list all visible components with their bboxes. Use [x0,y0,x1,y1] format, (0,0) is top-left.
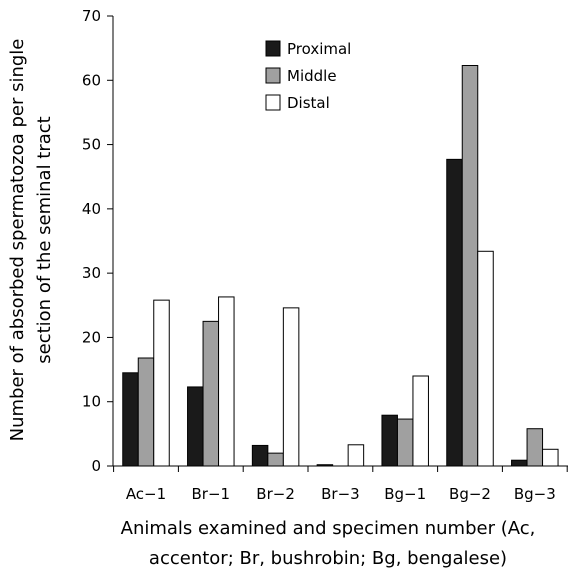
x-tick-label-1: Br−1 [192,485,231,503]
bar-middle-4 [396,418,414,467]
bars-layer [122,65,559,467]
legend-swatch-proximal [265,40,281,57]
bar-proximal-6 [511,459,528,467]
y-tick-label-4: 40 [82,200,101,218]
x-tick-label-4: Bg−1 [384,485,426,503]
bar-distal-1 [218,296,235,467]
x-axis-title-line2: accentor; Br, bushrobin; Bg, bengalese) [149,548,507,569]
y-tick-label-7: 70 [82,7,101,25]
bar-proximal-1 [187,386,204,467]
y-tick-label-3: 30 [82,264,101,282]
bar-proximal-0 [122,372,139,467]
legend: Proximal Middle Distal [265,40,351,112]
bar-distal-0 [153,299,170,467]
bar-distal-2 [282,307,300,467]
x-tick-label-0: Ac−1 [126,485,166,503]
legend-label-distal: Distal [287,94,330,112]
y-tick-label-2: 20 [82,328,101,346]
x-axis-title-line1: Animals examined and specimen number (Ac… [121,518,536,539]
x-tick-label-3: Br−3 [321,485,360,503]
bar-distal-5 [477,250,494,467]
bar-middle-2 [267,452,284,467]
bar-middle-0 [137,357,155,467]
x-tick-label-2: Br−2 [256,485,295,503]
x-tick-label-6: Bg−3 [514,485,556,503]
bar-distal-6 [542,448,559,467]
bar-middle-6 [526,428,544,467]
y-tick-label-5: 50 [82,136,101,154]
bar-distal-4 [412,375,429,467]
bar-proximal-4 [381,414,398,467]
legend-swatch-distal [265,94,281,111]
bar-middle-1 [202,320,220,467]
legend-swatch-middle [265,67,281,84]
y-tick-label-6: 60 [82,71,101,89]
legend-label-proximal: Proximal [287,40,351,58]
x-tick-label-5: Bg−2 [449,485,491,503]
y-tick-label-1: 10 [82,393,101,411]
y-axis-title-line1: Number of absorbed spermatozoa per singl… [7,39,28,442]
bar-proximal-2 [251,444,269,467]
y-tick-label-0: 0 [91,457,101,475]
y-axis-title-line2: section of the seminal tract [34,116,55,363]
legend-label-middle: Middle [287,67,337,85]
bar-middle-5 [461,65,479,467]
bar-proximal-5 [446,158,463,467]
axes-layer: 0 10 20 30 40 50 60 70 Ac−1 Br−1 Br−2 Br−3 Bg−1 Bg−2 B… [82,7,568,503]
bar-distal-3 [347,444,365,467]
